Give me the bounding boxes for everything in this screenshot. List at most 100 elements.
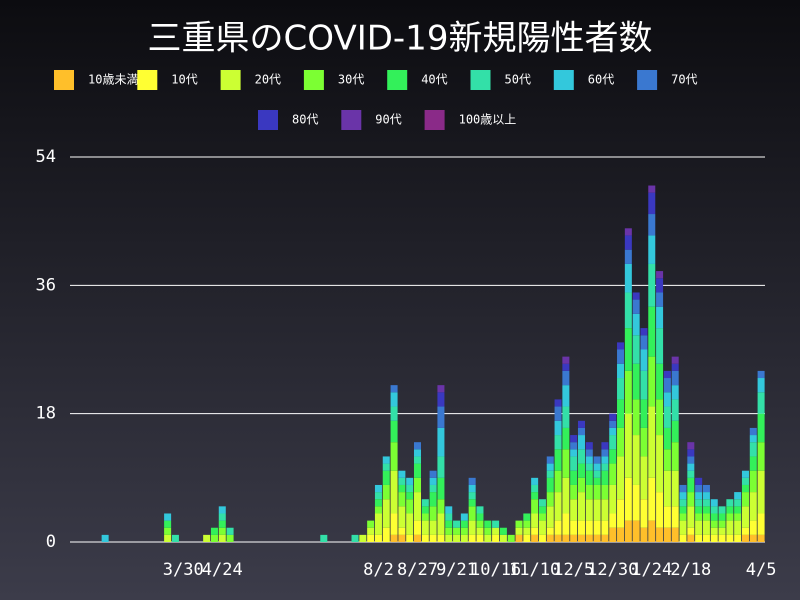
- bar-segment: [656, 363, 664, 400]
- bar-segment: [757, 370, 765, 379]
- bar-segment: [570, 534, 578, 542]
- bar-segment: [546, 477, 554, 493]
- legend-swatch: [341, 110, 362, 130]
- bar-segment: [570, 456, 578, 471]
- x-tick-label: 11/10: [509, 560, 560, 580]
- bar-segment: [429, 477, 437, 485]
- bar-segment: [679, 492, 687, 500]
- bar-segment: [374, 506, 382, 514]
- bar-segment: [656, 271, 664, 279]
- legend-label: 30代: [338, 73, 364, 87]
- bar-segment: [656, 306, 664, 329]
- bar-segment: [656, 278, 664, 293]
- bar-segment: [663, 449, 671, 471]
- bar-segment: [164, 527, 172, 535]
- bar-segment: [757, 470, 765, 514]
- bar-segment: [218, 534, 226, 542]
- bar-segment: [624, 228, 632, 236]
- bar-segment: [601, 534, 609, 542]
- bar-segment: [741, 470, 749, 478]
- bar-segment: [624, 328, 632, 371]
- bar-segment: [757, 534, 765, 542]
- legend-label: 100歳以上: [459, 113, 517, 127]
- bar-segment: [632, 335, 640, 364]
- bar-segment: [101, 534, 109, 542]
- bar-segment: [476, 520, 484, 528]
- bar-segment: [577, 534, 585, 542]
- bar-segment: [429, 506, 437, 521]
- bar-segment: [609, 527, 617, 542]
- bar-segment: [726, 520, 734, 535]
- bar-segment: [702, 492, 710, 500]
- bar-segment: [476, 534, 484, 542]
- bar-segment: [609, 484, 617, 514]
- bar-segment: [656, 399, 664, 436]
- bar-segment: [734, 520, 742, 535]
- bar-segment: [695, 520, 703, 535]
- bar-segment: [538, 534, 546, 542]
- legend-swatch: [553, 70, 574, 90]
- bar-segment: [523, 513, 531, 521]
- bar-segment: [367, 527, 375, 535]
- bar-segment: [671, 363, 679, 371]
- bar-segment: [687, 527, 695, 535]
- bar-segment: [749, 534, 757, 542]
- bar-segment: [601, 442, 609, 450]
- bar-segment: [546, 463, 554, 471]
- bar-segment: [523, 520, 531, 528]
- bar-segment: [406, 477, 414, 485]
- bar-segment: [718, 520, 726, 528]
- legend-swatch: [303, 70, 324, 90]
- bar-segment: [741, 506, 749, 528]
- bar-segment: [531, 492, 539, 500]
- bar-segment: [390, 385, 398, 393]
- bar-segment: [632, 299, 640, 314]
- bar-segment: [632, 520, 640, 542]
- bar-segment: [390, 406, 398, 421]
- bar-segment: [445, 534, 453, 542]
- bar-segment: [437, 456, 445, 478]
- bar-segment: [640, 499, 648, 528]
- bar-segment: [562, 370, 570, 386]
- bar-segment: [585, 449, 593, 457]
- bar-segment: [593, 463, 601, 471]
- bar-segment: [546, 534, 554, 542]
- bar-segment: [585, 520, 593, 535]
- bar-segment: [531, 527, 539, 535]
- bar-segment: [702, 513, 710, 521]
- bar-segment: [687, 477, 695, 493]
- bar-segment: [585, 534, 593, 542]
- bar-segment: [562, 356, 570, 364]
- bar-segment: [421, 506, 429, 514]
- bar-segment: [468, 499, 476, 507]
- bar-segment: [562, 534, 570, 542]
- legend-label: 60代: [588, 73, 614, 87]
- bar-segment: [656, 492, 664, 528]
- bar-segment: [218, 506, 226, 514]
- bar-segment: [734, 492, 742, 500]
- bar-segment: [421, 520, 429, 535]
- x-tick-label: 3/30: [163, 560, 204, 580]
- bar-segment: [648, 306, 656, 357]
- bar-segment: [562, 363, 570, 371]
- bar-segment: [710, 534, 718, 542]
- bar-segment: [492, 527, 500, 535]
- bar-segment: [718, 534, 726, 542]
- bar-segment: [726, 506, 734, 514]
- x-tick-label: 4/5: [746, 560, 777, 580]
- bar-segment: [632, 363, 640, 400]
- bar-segment: [601, 484, 609, 500]
- bar-segment: [445, 527, 453, 535]
- bar-segment: [577, 520, 585, 535]
- bar-segment: [453, 534, 461, 542]
- bar-segment: [406, 499, 414, 514]
- bar-segment: [648, 185, 656, 193]
- bar-segment: [554, 435, 562, 450]
- bar-segment: [648, 520, 656, 542]
- bar-segment: [437, 427, 445, 457]
- bar-segment: [679, 506, 687, 514]
- bar-segment: [437, 513, 445, 535]
- bar-segment: [632, 435, 640, 485]
- y-tick-label: 36: [36, 275, 56, 295]
- bar-segment: [617, 399, 625, 428]
